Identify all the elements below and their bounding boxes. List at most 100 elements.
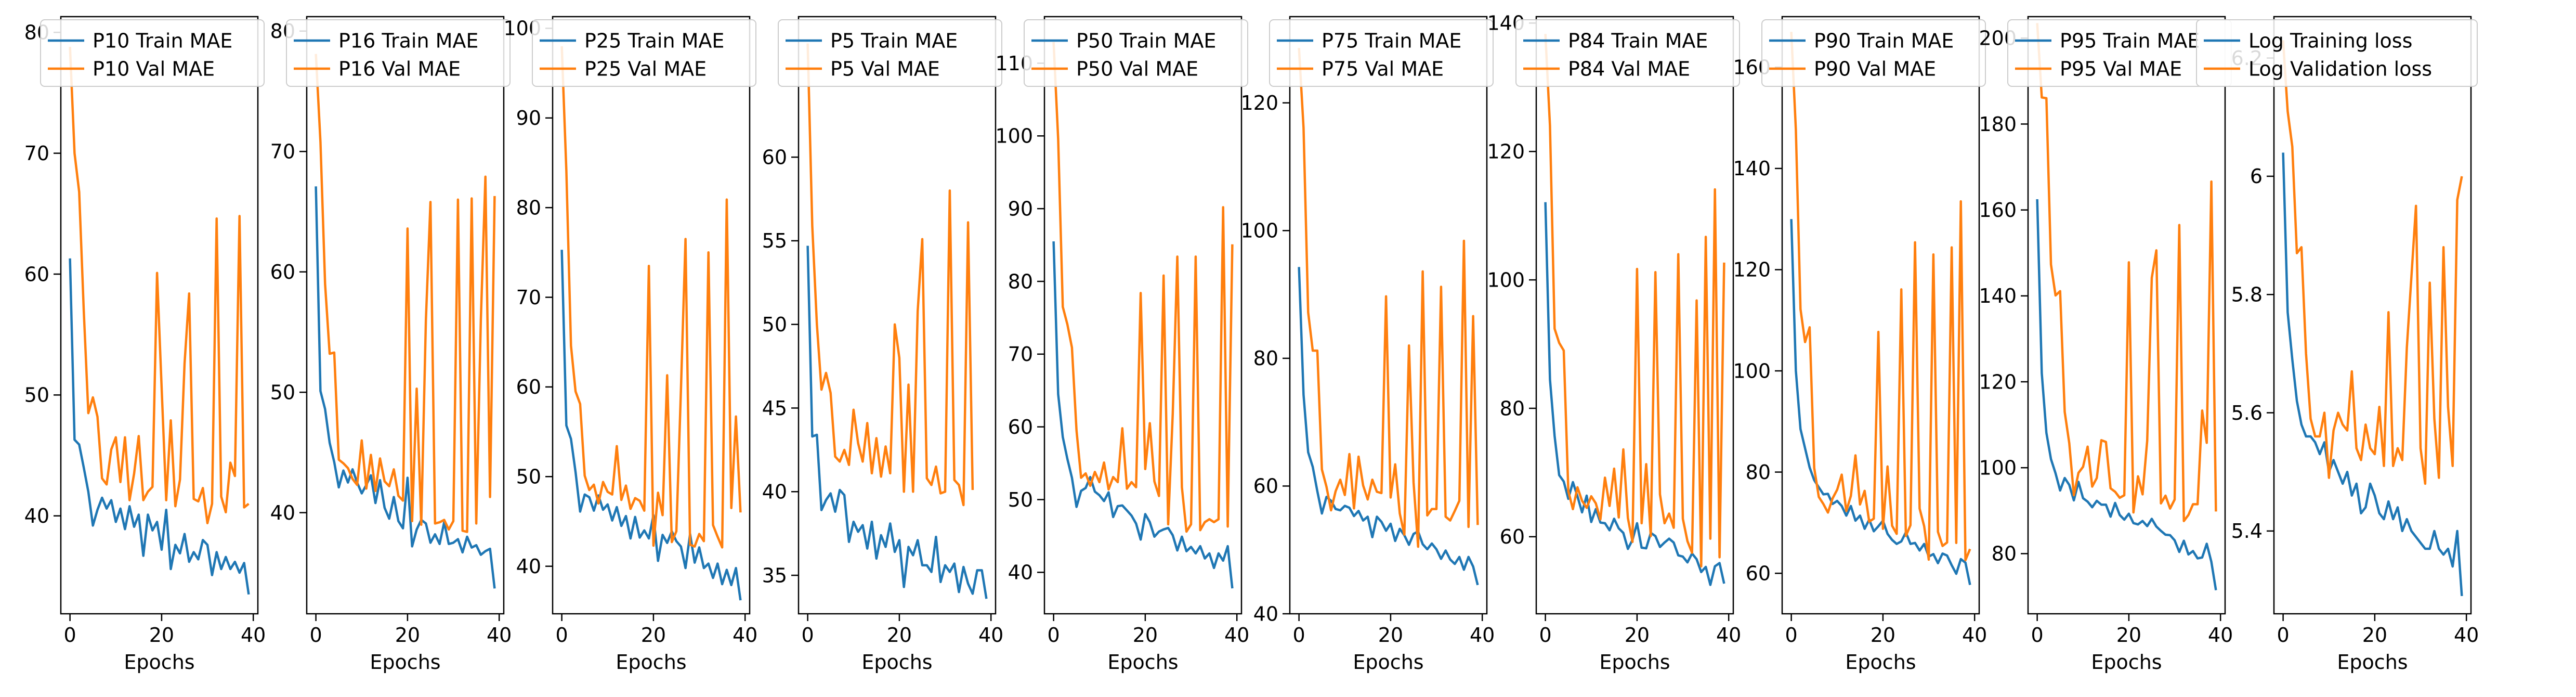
legend-label: P90 Val MAE [1814,57,1936,80]
x-axis-label: Epochs [2091,651,2162,674]
y-tick-label: 80 [1008,270,1033,293]
legend-box [1024,19,1248,87]
legend: P95 Train MAE P95 Val MAE [2007,19,2232,87]
y-tick-label: 40 [762,481,787,504]
y-tick-label: 80 [1746,461,1771,484]
x-tick-label: 40 [978,624,1003,647]
legend-box [532,19,756,87]
y-tick-label: 100 [1979,456,2017,479]
y-tick-label: 100 [1240,220,1278,242]
y-tick-label: 70 [1008,343,1033,366]
y-tick-label: 120 [1240,92,1278,114]
y-tick-label: 100 [1733,359,1771,382]
y-tick-label: 50 [762,313,787,336]
axes-frame [1535,16,1734,615]
y-tick-label: 40 [1008,561,1033,584]
legend-label: P5 Train MAE [830,29,958,52]
legend: P5 Train MAE P5 Val MAE [778,19,1002,87]
x-tick-label: 20 [395,624,420,647]
x-axis-label: Epochs [1845,651,1916,674]
legend-label: P84 Val MAE [1568,57,1690,80]
legend-label: P84 Train MAE [1568,29,1708,52]
x-tick-label: 0 [2277,624,2290,647]
x-tick-label: 20 [2116,624,2141,647]
series-line-val [2282,40,2463,485]
legend-label: P75 Val MAE [1322,57,1444,80]
x-tick-label: 0 [2031,624,2044,647]
x-tick-label: 0 [556,624,568,647]
x-tick-label: 40 [487,624,512,647]
legend: P25 Train MAE P25 Val MAE [532,19,756,87]
series-line-train [1052,241,1234,589]
x-tick-label: 20 [1133,624,1158,647]
y-tick-label: 60 [1008,416,1033,438]
y-tick-label: 100 [1487,268,1525,291]
series-line-val [2036,23,2217,522]
y-tick-label: 120 [1733,259,1771,281]
y-tick-label: 60 [1500,525,1525,548]
x-tick-label: 20 [1378,624,1403,647]
x-tick-label: 40 [1224,624,1249,647]
y-tick-label: 180 [1979,113,2017,136]
legend: P90 Train MAE P90 Val MAE [1761,19,1986,87]
legend: P10 Train MAE P10 Val MAE [40,19,265,87]
y-tick-label: 35 [762,564,787,587]
y-tick-label: 50 [1008,488,1033,511]
y-tick-label: 5.6 [2231,402,2263,424]
axes-frame [797,16,997,615]
legend-label: P95 Train MAE [2060,29,2200,52]
y-tick-label: 120 [1487,140,1525,163]
axes-frame [1781,16,1980,615]
legend-label: Log Validation loss [2248,57,2432,80]
x-tick-label: 20 [641,624,666,647]
y-tick-label: 55 [762,229,787,252]
x-axis-label: Epochs [1599,651,1670,674]
chart-panel-4: 35 40 45 50 55 60 0 20 40 Epochs P5 Train MAE P5 Va… [762,16,1003,674]
legend-box [1761,19,1986,87]
y-tick-label: 160 [1979,199,2017,222]
y-tick-label: 90 [516,107,541,130]
series-line-train [1790,219,1971,585]
x-axis-label: Epochs [1353,651,1423,674]
series-line-val [315,54,496,533]
axes-frame [2027,16,2226,615]
legend-box [778,19,1002,87]
series-line-val [560,46,742,549]
y-tick-label: 50 [516,466,541,488]
y-tick-label: 40 [516,555,541,578]
legend: P16 Train MAE P16 Val MAE [286,19,511,87]
series-line-train [560,250,742,601]
legend-box [40,19,265,87]
x-tick-label: 0 [1539,624,1552,647]
y-tick-label: 70 [270,140,295,163]
legend-box [1269,19,1494,87]
series-line-train [2282,152,2463,597]
axes-frame [2273,16,2472,615]
legend-box [2196,19,2478,87]
y-tick-label: 140 [1733,157,1771,180]
legend: P50 Train MAE P50 Val MAE [1024,19,1248,87]
y-tick-label: 50 [270,381,295,404]
y-tick-label: 5.4 [2231,520,2263,543]
legend: Log Training loss Log Validation loss [2196,19,2478,87]
legend-label: P10 Val MAE [93,57,215,80]
series-line-val [1544,34,1725,567]
axes-frame [552,16,751,615]
x-tick-label: 20 [149,624,174,647]
x-tick-label: 0 [1048,624,1060,647]
y-tick-label: 80 [516,196,541,219]
series-line-val [1298,48,1479,548]
y-tick-label: 6 [2250,165,2263,188]
y-tick-label: 70 [516,286,541,309]
y-tick-label: 45 [762,397,787,420]
series-line-train [1544,202,1725,586]
x-tick-label: 40 [733,624,757,647]
axes-frame [306,16,505,615]
y-tick-label: 60 [24,263,49,286]
series-line-val [69,47,250,524]
